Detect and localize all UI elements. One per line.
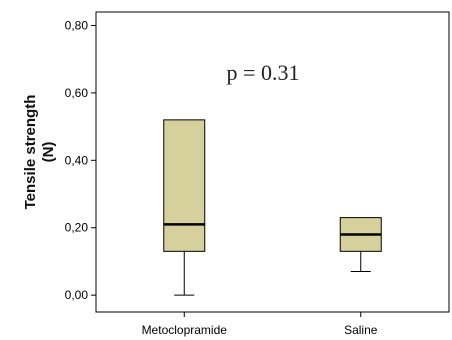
y-axis-title-line: (N) xyxy=(40,142,57,163)
y-axis-title: Tensile strength(N) xyxy=(22,95,57,210)
boxplot-group xyxy=(339,217,382,273)
y-axis: 0,00 0,20 0,40 0,60 0,80 xyxy=(65,18,96,302)
x-tick-label: Metoclopramide xyxy=(142,323,228,337)
y-tick-label: 0,20 xyxy=(65,221,89,235)
box-iqr xyxy=(163,119,206,252)
boxplot-group xyxy=(163,119,206,296)
y-axis-title-line: Tensile strength xyxy=(22,95,39,210)
plot-frame xyxy=(95,11,450,313)
plot-border xyxy=(95,11,450,313)
y-tick-label: 0,60 xyxy=(65,86,89,100)
boxplots xyxy=(163,119,382,296)
x-axis: Metoclopramide Saline xyxy=(142,312,378,337)
x-tick-label: Saline xyxy=(344,323,378,337)
y-tick-label: 0,80 xyxy=(65,18,89,32)
y-tick-label: 0,00 xyxy=(65,288,89,302)
y-tick-label: 0,40 xyxy=(65,153,89,167)
p-value-annotation: p = 0.31 xyxy=(227,60,300,85)
